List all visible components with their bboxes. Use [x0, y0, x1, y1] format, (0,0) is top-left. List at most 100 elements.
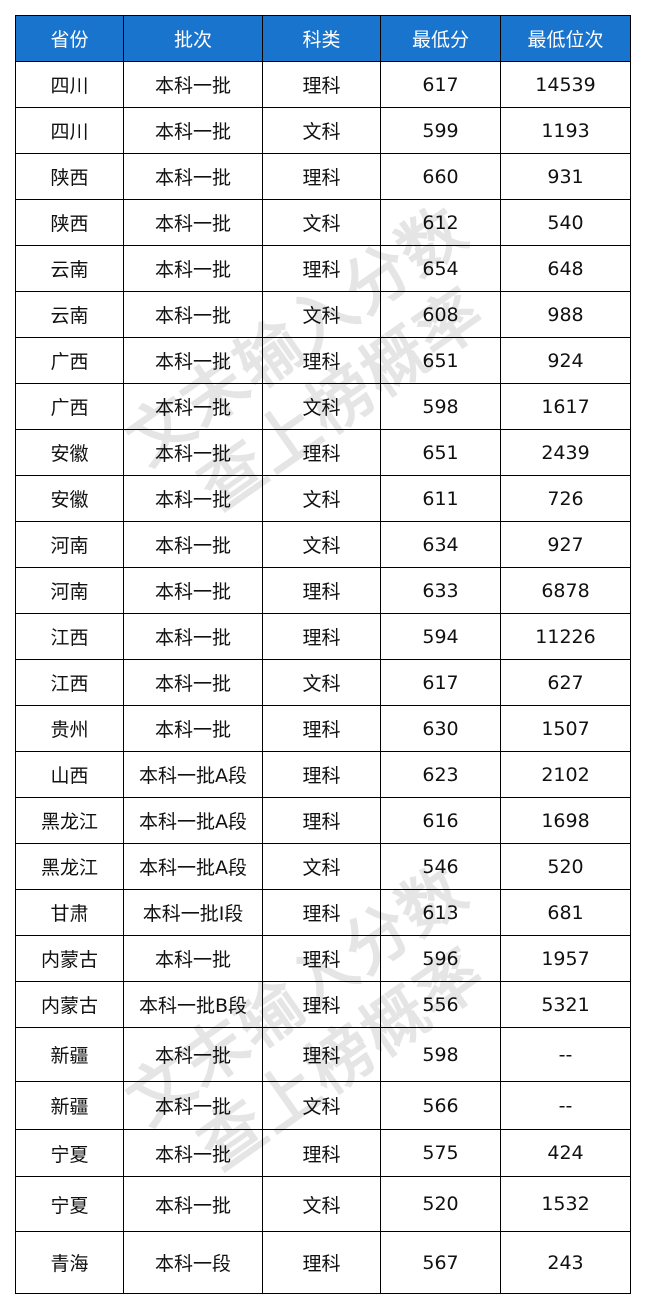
table-cell: 理科 [262, 1231, 381, 1294]
table-cell: 文科 [262, 107, 381, 154]
table-row: 新疆 本科一批 文科 566 -- [15, 1081, 631, 1130]
table-cell: 理科 [262, 751, 381, 798]
table-cell: 本科一批 [123, 567, 263, 614]
table-row: 安徽 本科一批 理科 651 2439 [15, 429, 631, 476]
table-cell: 安徽 [15, 475, 124, 522]
table-cell: 宁夏 [15, 1176, 124, 1232]
table-cell: 文科 [262, 843, 381, 890]
table-cell: 681 [500, 889, 631, 936]
table-cell: 本科一批 [123, 659, 263, 706]
table-cell: 山西 [15, 751, 124, 798]
table-cell: 四川 [15, 61, 124, 108]
table-cell: 新疆 [15, 1027, 124, 1082]
table-cell: 理科 [262, 567, 381, 614]
table-header: 省份 批次 科类 最低分 最低位次 [15, 15, 631, 62]
table-cell: 青海 [15, 1231, 124, 1294]
table-cell: 本科一批A段 [123, 751, 263, 798]
table-cell: 本科一批 [123, 429, 263, 476]
table-cell: 616 [380, 797, 501, 844]
table-cell: 四川 [15, 107, 124, 154]
table-row: 黑龙江 本科一批A段 文科 546 520 [15, 843, 631, 890]
table-cell: 黑龙江 [15, 797, 124, 844]
table-cell: 594 [380, 613, 501, 660]
table-row: 内蒙古 本科一批 理科 596 1957 [15, 935, 631, 982]
table-body: 四川 本科一批 理科 617 14539 四川 本科一批 文科 599 1193 陕西 本科一批 理科 6… [15, 61, 631, 1294]
table-cell: 1957 [500, 935, 631, 982]
table-cell: 598 [380, 383, 501, 430]
table-cell: 本科一批 [123, 153, 263, 200]
table-cell: 11226 [500, 613, 631, 660]
table-cell: 598 [380, 1027, 501, 1082]
table-cell: 理科 [262, 245, 381, 292]
table-cell: 本科一批A段 [123, 797, 263, 844]
table-cell: 云南 [15, 291, 124, 338]
header-cell: 最低位次 [500, 15, 631, 62]
table-cell: 文科 [262, 521, 381, 568]
table-row: 广西 本科一批 文科 598 1617 [15, 383, 631, 430]
table-cell: 546 [380, 843, 501, 890]
table-cell: 内蒙古 [15, 981, 124, 1028]
table-cell: 988 [500, 291, 631, 338]
table-cell: 理科 [262, 705, 381, 752]
table-cell: 617 [380, 61, 501, 108]
table-cell: 924 [500, 337, 631, 384]
table-cell: 本科一批 [123, 199, 263, 246]
table-row: 河南 本科一批 文科 634 927 [15, 521, 631, 568]
table-cell: 理科 [262, 429, 381, 476]
table-cell: 理科 [262, 337, 381, 384]
table-row: 山西 本科一批A段 理科 623 2102 [15, 751, 631, 798]
table-cell: 627 [500, 659, 631, 706]
table-row: 贵州 本科一批 理科 630 1507 [15, 705, 631, 752]
table-row: 四川 本科一批 理科 617 14539 [15, 61, 631, 108]
table-cell: 新疆 [15, 1081, 124, 1130]
table-cell: 613 [380, 889, 501, 936]
table-cell: 566 [380, 1081, 501, 1130]
table-cell: 本科一批 [123, 337, 263, 384]
table-cell: 1507 [500, 705, 631, 752]
table-cell: 江西 [15, 659, 124, 706]
table-cell: 本科一批I段 [123, 889, 263, 936]
table-cell: 651 [380, 429, 501, 476]
table-cell: 本科一批 [123, 1176, 263, 1232]
table-cell: 520 [500, 843, 631, 890]
table-cell: 理科 [262, 153, 381, 200]
table-cell: 611 [380, 475, 501, 522]
table-cell: 陕西 [15, 199, 124, 246]
table-cell: 本科一批 [123, 291, 263, 338]
table-cell: 6878 [500, 567, 631, 614]
table-cell: 5321 [500, 981, 631, 1028]
table-row: 四川 本科一批 文科 599 1193 [15, 107, 631, 154]
table-cell: 本科一批B段 [123, 981, 263, 1028]
table-row: 甘肃 本科一批I段 理科 613 681 [15, 889, 631, 936]
table-cell: 本科一批 [123, 521, 263, 568]
table-cell: 宁夏 [15, 1129, 124, 1177]
table-cell: 本科一批 [123, 613, 263, 660]
table-cell: 596 [380, 935, 501, 982]
table-cell: 文科 [262, 383, 381, 430]
table-cell: 575 [380, 1129, 501, 1177]
table-cell: 634 [380, 521, 501, 568]
table-row: 江西 本科一批 理科 594 11226 [15, 613, 631, 660]
table-cell: 陕西 [15, 153, 124, 200]
table-row: 青海 本科一段 理科 567 243 [15, 1231, 631, 1294]
table-cell: 本科一批 [123, 705, 263, 752]
table-cell: 2439 [500, 429, 631, 476]
table-cell: 理科 [262, 1027, 381, 1082]
table-cell: 651 [380, 337, 501, 384]
table-cell: 726 [500, 475, 631, 522]
table-cell: 理科 [262, 613, 381, 660]
table-row: 宁夏 本科一批 文科 520 1532 [15, 1176, 631, 1232]
table-cell: 本科一批 [123, 475, 263, 522]
table-cell: 633 [380, 567, 501, 614]
table-cell: 本科一批 [123, 935, 263, 982]
table-cell: 文科 [262, 1176, 381, 1232]
table-cell: 文科 [262, 659, 381, 706]
table-cell: 599 [380, 107, 501, 154]
table-cell: 理科 [262, 1129, 381, 1177]
table-cell: 本科一批 [123, 61, 263, 108]
table-cell: 2102 [500, 751, 631, 798]
table-cell: 623 [380, 751, 501, 798]
table-cell: 理科 [262, 61, 381, 108]
table-cell: 广西 [15, 383, 124, 430]
table-row: 云南 本科一批 理科 654 648 [15, 245, 631, 292]
